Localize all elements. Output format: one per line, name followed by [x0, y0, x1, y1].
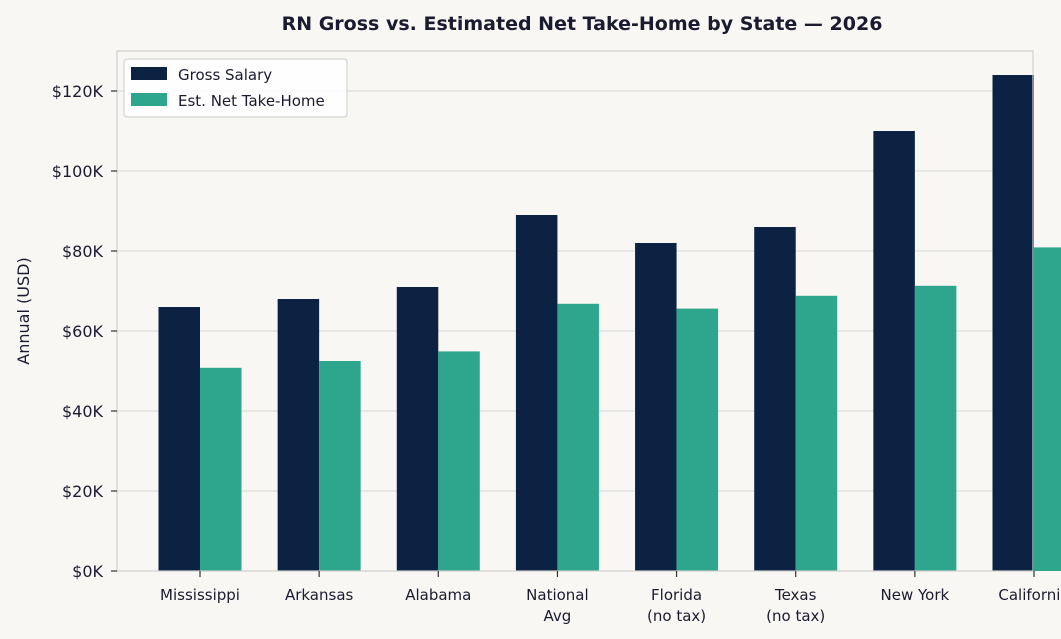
x-tick-label: National: [526, 586, 589, 604]
x-axis-ticks: Mississippi Arkansas Alabama National Avg Flo…: [160, 571, 1061, 625]
y-tick-label: $120K: [52, 82, 104, 101]
bar-net-take-home: [319, 361, 361, 571]
legend-box: [123, 58, 348, 118]
y-axis-label: Annual (USD): [14, 257, 33, 364]
bar-gross-salary: [515, 215, 558, 571]
y-tick-label: $40K: [62, 402, 104, 421]
bar-net-take-home: [438, 351, 480, 571]
bar-gross-salary: [277, 299, 320, 571]
x-tick-label: Mississippi: [160, 586, 240, 604]
x-tick-label: (no tax): [766, 607, 825, 625]
bar-gross-salary: [396, 287, 439, 571]
bar-net-take-home: [676, 308, 719, 571]
y-tick-label: $80K: [62, 242, 104, 261]
bar-net-take-home: [200, 367, 242, 571]
x-tick-label: (no tax): [647, 607, 706, 625]
y-tick-label: $60K: [62, 322, 104, 341]
plot-frame: [116, 50, 1034, 572]
y-axis-ticks: $0K $20K $40K $60K $80K $100K $120K: [52, 82, 117, 581]
chart-title: RN Gross vs. Estimated Net Take-Home by …: [282, 13, 883, 35]
legend-swatch: [131, 67, 167, 80]
bar-net-take-home: [1034, 247, 1061, 571]
y-tick-label: $20K: [62, 482, 104, 501]
bar-gross-salary: [754, 227, 796, 571]
y-tick-label: $100K: [52, 162, 104, 181]
x-tick-label: California: [998, 586, 1061, 604]
bar-gross-salary: [873, 131, 915, 571]
legend-label: Est. Net Take-Home: [178, 92, 325, 110]
x-tick-label: New York: [881, 586, 950, 604]
bar-net-take-home: [914, 285, 957, 571]
x-tick-label: Texas: [774, 586, 817, 604]
bar-net-take-home: [557, 303, 599, 571]
y-tick-label: $0K: [72, 562, 103, 581]
bar-gross-salary: [635, 243, 677, 571]
bars: [158, 75, 1061, 571]
bar-gross-salary: [992, 75, 1034, 571]
legend-label: Gross Salary: [178, 66, 272, 84]
legend-swatch: [131, 93, 167, 106]
x-tick-label: Arkansas: [285, 586, 354, 604]
bar-net-take-home: [795, 295, 838, 571]
x-tick-label: Florida: [651, 586, 702, 604]
legend: Gross Salary Est. Net Take-Home: [123, 58, 348, 118]
bar-gross-salary: [158, 307, 200, 571]
x-tick-label: Avg: [544, 607, 572, 625]
x-tick-label: Alabama: [405, 586, 471, 604]
